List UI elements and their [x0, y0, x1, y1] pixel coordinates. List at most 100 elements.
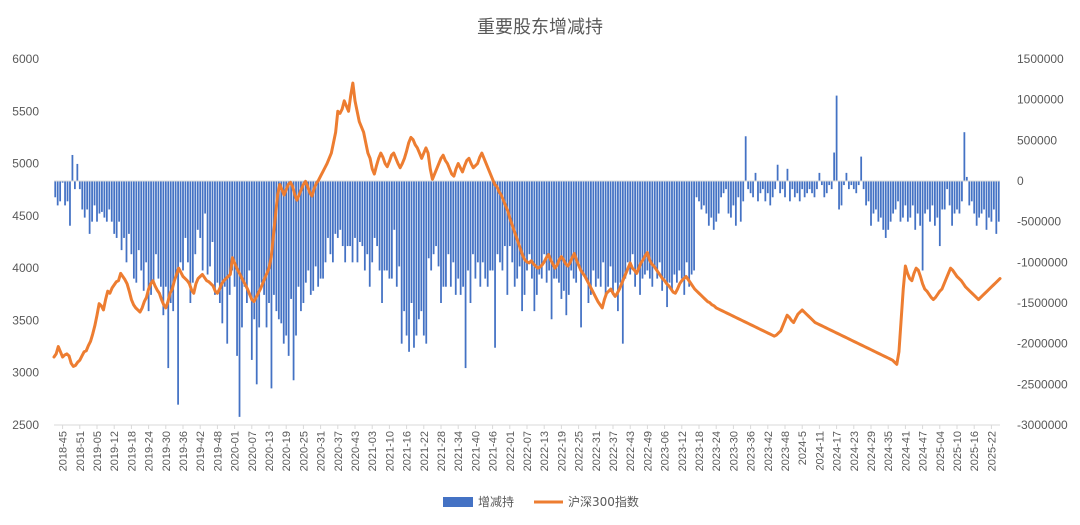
bar — [997, 181, 1000, 222]
bar — [695, 181, 698, 198]
bar — [174, 181, 177, 279]
bar — [712, 181, 715, 230]
bar — [946, 181, 949, 190]
bar — [435, 181, 437, 247]
bar — [934, 181, 936, 226]
bar — [327, 181, 329, 238]
bar — [599, 181, 602, 287]
y-left-tick-label: 3500 — [12, 313, 39, 327]
bar — [941, 181, 944, 210]
bar — [685, 181, 688, 263]
bar — [324, 181, 327, 263]
bar — [921, 181, 924, 271]
y-left-tick-label: 5000 — [12, 157, 39, 171]
bar — [889, 181, 892, 222]
x-tick-label: 2021-22 — [419, 431, 431, 471]
bar — [105, 181, 108, 222]
bar — [936, 181, 939, 218]
bar — [651, 181, 654, 287]
bar — [518, 181, 521, 267]
x-tick-label: 2025-10 — [952, 431, 964, 471]
bar — [663, 181, 666, 279]
bar — [545, 181, 548, 283]
bar — [309, 181, 312, 295]
bar — [843, 181, 845, 186]
bar — [845, 172, 848, 181]
bar — [951, 181, 953, 226]
bar — [189, 181, 192, 303]
bar — [415, 181, 418, 336]
bar — [366, 181, 369, 255]
bar — [961, 181, 963, 202]
bar — [361, 181, 364, 247]
bar — [184, 181, 187, 238]
bar — [140, 181, 143, 271]
bar — [118, 181, 120, 222]
bar — [442, 181, 445, 287]
y-right-tick-label: 1500000 — [1017, 52, 1064, 66]
bar — [499, 181, 501, 263]
bar — [452, 181, 455, 263]
x-tick-label: 2020-31 — [316, 431, 328, 471]
bar — [504, 181, 506, 247]
bar — [715, 181, 718, 222]
x-tick-label: 2024-17 — [832, 431, 844, 471]
bar — [857, 181, 860, 186]
x-tick-label: 2020-19 — [281, 431, 293, 471]
bar — [732, 181, 735, 206]
bar — [209, 181, 211, 267]
bar — [594, 181, 597, 287]
bar — [359, 181, 361, 242]
bar — [422, 181, 425, 336]
bar — [137, 181, 140, 251]
bar — [791, 181, 794, 190]
bar — [317, 181, 320, 287]
bar — [312, 181, 315, 291]
bar — [897, 181, 899, 202]
legend-label-bar: 增减持 — [478, 494, 514, 509]
bar — [904, 181, 907, 206]
x-tick-label: 2022-07 — [522, 431, 534, 471]
bar — [64, 181, 66, 206]
bar — [253, 181, 256, 320]
bar — [528, 181, 531, 255]
bar — [550, 181, 553, 320]
bar — [368, 181, 371, 287]
bar — [899, 181, 902, 222]
bar — [902, 181, 904, 218]
bar — [206, 181, 209, 275]
bar — [494, 181, 496, 348]
bar — [796, 181, 799, 194]
bar — [875, 181, 877, 210]
bar — [476, 181, 479, 263]
bar — [811, 181, 813, 194]
bar — [132, 181, 135, 279]
bar — [221, 181, 224, 324]
bar — [816, 181, 818, 190]
y-left-tick-label: 4500 — [12, 209, 39, 223]
x-tick-label: 2024-11 — [814, 431, 826, 471]
bar — [187, 181, 189, 263]
bar — [585, 181, 587, 279]
y-axis-left: 2500 3000 3500 4000 4500 5000 5500 6000 — [12, 52, 39, 432]
x-tick-label: 2020-07 — [247, 431, 259, 471]
bar — [646, 181, 649, 271]
bar — [658, 181, 661, 263]
bar — [199, 181, 202, 238]
bar — [152, 181, 155, 283]
bar — [223, 181, 226, 287]
bar — [580, 181, 582, 328]
bar — [774, 181, 777, 190]
x-tick-label: 2022-49 — [642, 431, 654, 471]
y-left-tick-label: 4000 — [12, 261, 39, 275]
bar — [400, 181, 403, 344]
y-right-tick-label: -2000000 — [1017, 337, 1068, 351]
bar — [673, 181, 676, 275]
bar — [943, 181, 946, 210]
bar — [413, 181, 415, 348]
bar — [430, 181, 433, 271]
y-right-tick-label: 500000 — [1017, 133, 1057, 147]
bar — [472, 181, 474, 255]
x-tick-label: 2021-46 — [488, 431, 500, 471]
bar — [440, 181, 442, 303]
